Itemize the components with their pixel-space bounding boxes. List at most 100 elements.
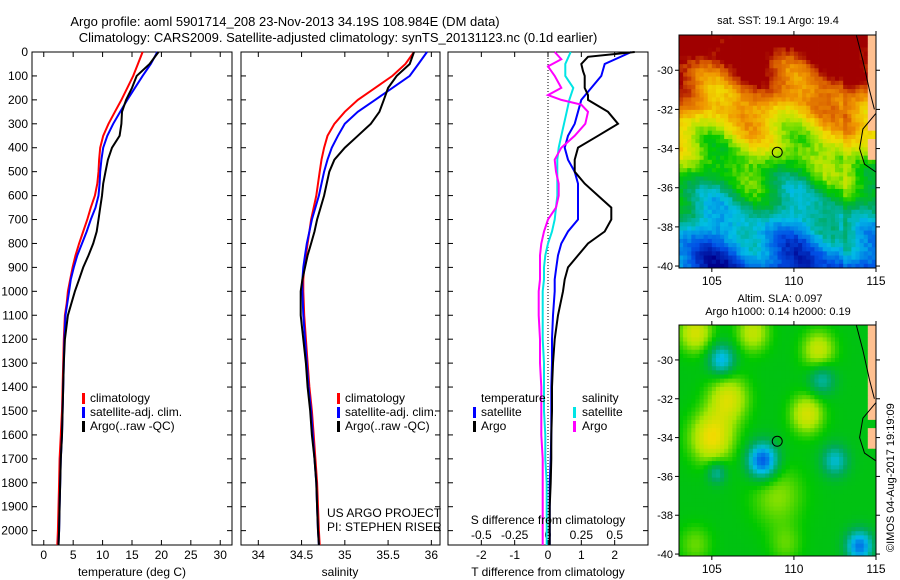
map-cell	[810, 428, 815, 433]
map-cell	[789, 226, 795, 231]
map-cell	[769, 251, 774, 256]
map-cell	[863, 134, 869, 140]
map-cell	[752, 222, 758, 227]
map-cell	[732, 35, 737, 40]
map-cell	[834, 218, 840, 223]
map-cell	[752, 114, 758, 119]
map-cell	[793, 59, 799, 65]
map-cell	[728, 444, 733, 450]
map-cell	[839, 329, 844, 334]
map-cell	[769, 452, 774, 458]
map-cell	[810, 59, 815, 65]
map-cell	[806, 490, 811, 495]
map-cell	[826, 378, 832, 384]
map-cell	[715, 35, 721, 40]
map-cell	[871, 382, 877, 388]
map-cell	[699, 247, 705, 252]
map-cell	[691, 118, 696, 123]
map-cell	[855, 325, 860, 330]
map-cell	[724, 386, 729, 392]
map-cell	[748, 47, 754, 53]
map-cell	[679, 374, 684, 380]
map-cell	[834, 147, 840, 152]
map-cell	[851, 109, 856, 115]
map-cell	[715, 168, 721, 173]
map-cell	[761, 345, 766, 351]
map-cell	[761, 341, 766, 347]
map-cell	[744, 432, 750, 437]
map-cell	[761, 436, 766, 441]
map-cell	[810, 337, 815, 342]
map-cell	[679, 481, 684, 487]
map-cell	[867, 424, 873, 429]
map-cell	[843, 147, 848, 152]
map-cell	[851, 72, 856, 78]
map-cell	[814, 109, 819, 115]
map-cell	[793, 333, 799, 338]
map-cell	[830, 151, 836, 157]
map-cell	[781, 329, 787, 334]
map-cell	[798, 89, 803, 94]
map-cell	[777, 213, 782, 219]
map-cell	[732, 448, 737, 454]
map-cell	[806, 209, 811, 215]
map-cell	[810, 197, 815, 202]
map-cell	[720, 329, 725, 334]
map-cell	[855, 374, 860, 380]
map-cell	[839, 477, 844, 483]
map-cell	[777, 72, 782, 78]
map-cell	[847, 51, 852, 57]
map-cell	[830, 101, 836, 107]
map-cell	[715, 428, 721, 433]
map-cell	[695, 230, 700, 236]
x-tick-label: 10	[96, 548, 110, 562]
map-cell	[724, 35, 729, 40]
map-cell	[695, 259, 700, 265]
map-cell	[830, 424, 836, 429]
map-cell	[855, 391, 860, 396]
map-cell	[834, 399, 840, 404]
map-cell	[798, 485, 803, 491]
map-cell	[793, 436, 799, 441]
map-cell	[863, 247, 869, 252]
map-cell	[711, 353, 717, 359]
map-cell	[826, 68, 832, 73]
map-cell	[789, 205, 795, 211]
map-cell	[720, 134, 725, 140]
map-cell	[777, 370, 782, 375]
map-cell	[785, 391, 791, 396]
map-cell	[830, 243, 836, 248]
map-cell	[851, 97, 856, 102]
map-cell	[773, 243, 778, 248]
map-cell	[756, 325, 762, 330]
map-cell	[855, 180, 860, 186]
map-cell	[769, 114, 774, 119]
map-cell	[711, 105, 717, 111]
map-cell	[859, 353, 865, 359]
map-cell	[752, 407, 758, 413]
map-cell	[752, 234, 758, 240]
legend-title-salinity: salinity	[582, 391, 619, 405]
map-cell	[765, 391, 770, 396]
map-cell	[834, 130, 840, 136]
map-cell	[863, 64, 869, 69]
map-cell	[834, 84, 840, 90]
map-cell	[728, 213, 733, 219]
map-cell	[687, 498, 692, 503]
map-cell	[679, 89, 684, 94]
map-cell	[724, 448, 729, 454]
map-cell	[765, 72, 770, 78]
map-cell	[744, 76, 750, 82]
map-cell	[703, 205, 709, 211]
map-cell	[728, 118, 733, 123]
map-cell	[798, 143, 803, 148]
map-cell	[773, 362, 778, 367]
map-cell	[761, 126, 766, 132]
map-cell	[847, 407, 852, 413]
map-cell	[707, 353, 713, 359]
map-cell	[826, 209, 832, 215]
map-cell	[834, 97, 840, 102]
map-cell	[761, 89, 766, 94]
map-cell	[810, 139, 815, 144]
map-cell	[736, 218, 741, 223]
